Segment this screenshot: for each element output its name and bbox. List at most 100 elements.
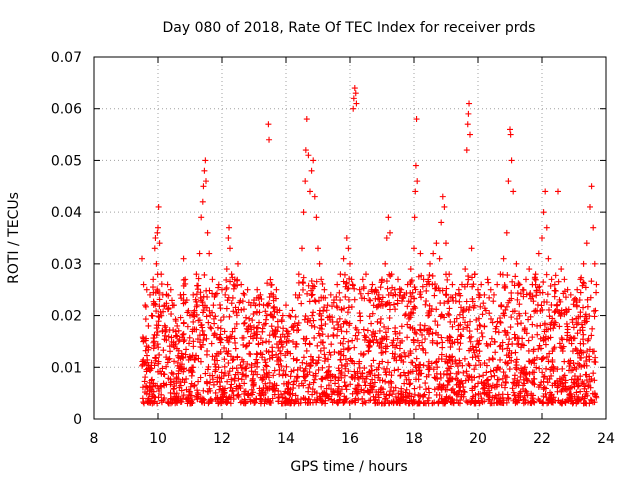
x-tick-label: 18 [405, 431, 423, 447]
data-point [179, 395, 186, 402]
data-point [420, 392, 427, 399]
data-point [411, 398, 418, 405]
data-point [502, 306, 509, 313]
data-point [150, 284, 156, 291]
data-point [145, 346, 152, 353]
data-point [243, 325, 250, 332]
data-point [216, 335, 223, 342]
data-point [203, 335, 210, 342]
data-point [456, 290, 463, 297]
data-point [370, 383, 377, 390]
data-point [307, 317, 314, 324]
data-point [574, 350, 581, 357]
data-point [582, 371, 589, 378]
data-point [501, 327, 508, 334]
data-point [262, 380, 269, 387]
data-point [580, 304, 587, 311]
data-point [193, 298, 200, 305]
data-point [580, 279, 587, 286]
data-point [518, 320, 525, 327]
data-point [472, 397, 479, 404]
data-point [424, 327, 431, 334]
data-point [412, 346, 419, 353]
data-point [204, 380, 211, 387]
data-point [337, 271, 344, 278]
data-point [577, 388, 584, 395]
data-point [350, 95, 357, 102]
data-point [429, 330, 436, 337]
data-point [378, 344, 385, 351]
data-point [458, 333, 465, 340]
data-point [158, 312, 165, 319]
data-point [309, 285, 316, 292]
data-point [591, 260, 598, 267]
data-point [331, 389, 338, 396]
data-point [509, 278, 516, 285]
data-point [418, 294, 425, 301]
data-point [331, 325, 338, 332]
data-point [347, 355, 354, 362]
data-point [284, 348, 291, 355]
data-point [593, 394, 600, 401]
data-point [180, 354, 187, 361]
data-point [173, 390, 180, 397]
data-point [486, 310, 493, 317]
data-point [490, 367, 497, 374]
data-point [465, 361, 472, 368]
data-point [568, 384, 575, 391]
data-point [485, 387, 492, 394]
x-tick-label: 10 [149, 431, 167, 447]
data-point [342, 383, 349, 390]
data-point [214, 357, 221, 364]
data-point [405, 298, 412, 305]
data-point [460, 369, 467, 376]
data-point [355, 396, 362, 403]
data-point [584, 337, 591, 344]
data-point [253, 356, 260, 363]
data-point [532, 271, 539, 278]
data-point [315, 357, 322, 364]
data-point [397, 352, 404, 359]
data-point [516, 301, 523, 308]
data-point [288, 324, 295, 331]
data-point [294, 366, 301, 373]
data-point [480, 300, 487, 307]
data-point [198, 344, 205, 351]
data-point [334, 385, 341, 392]
data-point [260, 366, 267, 373]
data-point [539, 289, 546, 296]
data-point [416, 384, 423, 391]
data-point [396, 330, 403, 337]
data-point [234, 276, 241, 283]
data-point [469, 283, 476, 290]
data-point [140, 338, 147, 345]
data-point [420, 362, 427, 369]
data-point [396, 396, 403, 403]
x-tick-label: 12 [213, 431, 231, 447]
data-point [344, 309, 351, 316]
data-point [459, 380, 466, 387]
data-point [155, 318, 162, 325]
data-point [403, 394, 410, 401]
data-point [300, 368, 307, 375]
data-point [551, 281, 558, 288]
data-point [419, 283, 426, 290]
data-point [177, 314, 184, 321]
data-point [253, 395, 260, 402]
data-point [325, 368, 332, 375]
data-point [426, 302, 433, 309]
data-point [148, 383, 155, 390]
data-point [275, 388, 282, 395]
data-point [411, 303, 418, 310]
data-point [169, 297, 176, 304]
data-point [251, 330, 258, 337]
data-point [454, 336, 461, 343]
data-point [203, 313, 210, 320]
data-point [487, 368, 494, 375]
data-point [363, 333, 370, 340]
data-point [591, 399, 598, 406]
data-point [360, 351, 367, 358]
data-point [314, 359, 321, 366]
data-point [309, 356, 316, 363]
data-point [223, 305, 230, 312]
